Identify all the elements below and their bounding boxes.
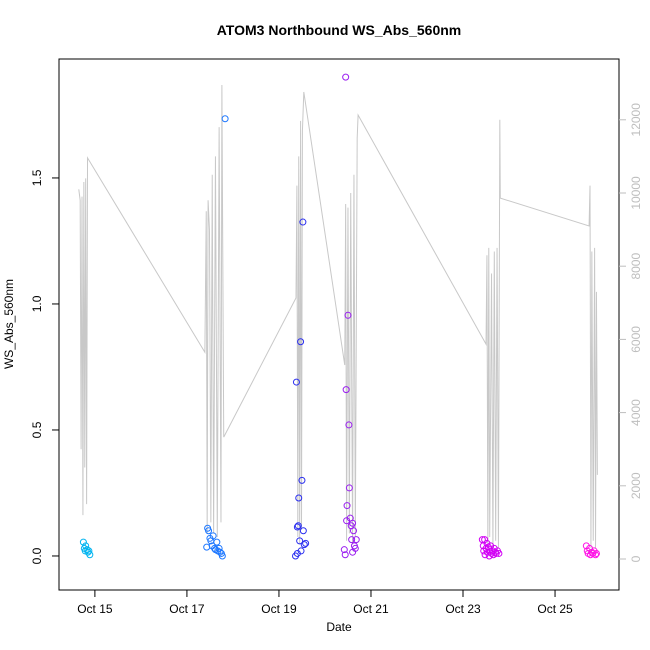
point xyxy=(349,527,357,535)
y-tick-label: 1.5 xyxy=(30,169,44,186)
x-tick-label: Oct 17 xyxy=(169,602,205,616)
y-tick-label: 0.0 xyxy=(30,547,44,564)
x-tick-label: Oct 25 xyxy=(537,602,573,616)
point xyxy=(86,551,94,559)
point xyxy=(352,536,360,544)
point xyxy=(297,338,305,346)
point xyxy=(213,538,221,546)
point xyxy=(495,549,503,557)
point xyxy=(349,519,357,527)
point xyxy=(302,539,310,547)
y2-tick-label: 8000 xyxy=(629,253,643,280)
y-tick-label: 1.0 xyxy=(30,295,44,312)
point xyxy=(341,551,349,559)
point xyxy=(481,536,489,544)
point xyxy=(592,549,600,557)
point xyxy=(292,552,300,560)
point xyxy=(299,218,307,226)
point xyxy=(294,522,302,530)
x-tick-label: Oct 23 xyxy=(445,602,481,616)
chart-title: ATOM3 Northbound WS_Abs_560nm xyxy=(217,22,462,38)
altitude-line xyxy=(78,85,598,549)
point xyxy=(221,115,229,123)
x-tick-label: Oct 15 xyxy=(77,602,113,616)
point xyxy=(205,527,213,535)
y-tick-label: 0.5 xyxy=(30,421,44,438)
point xyxy=(342,73,350,81)
y2-tick-label: 6000 xyxy=(629,326,643,353)
plot-box xyxy=(58,58,620,591)
point xyxy=(349,548,357,556)
point xyxy=(299,527,307,535)
point xyxy=(85,547,93,555)
y2-tick-label: 0 xyxy=(629,555,643,562)
point xyxy=(298,476,306,484)
point xyxy=(345,484,353,492)
point xyxy=(344,311,352,319)
point xyxy=(340,546,348,554)
point xyxy=(343,502,351,510)
point xyxy=(293,523,301,531)
x-axis-title: Date xyxy=(326,620,352,634)
y2-tick-label: 12000 xyxy=(629,103,643,137)
point xyxy=(300,541,308,549)
point xyxy=(82,542,90,550)
y2-tick-label: 10000 xyxy=(629,176,643,210)
x-tick-label: Oct 19 xyxy=(261,602,297,616)
y-axis-title: WS_Abs_560nm xyxy=(2,279,16,369)
point xyxy=(296,537,304,545)
point xyxy=(292,378,300,386)
y2-tick-label: 2000 xyxy=(629,472,643,499)
point xyxy=(342,386,350,394)
point xyxy=(345,421,353,429)
x-tick-label: Oct 21 xyxy=(353,602,389,616)
point xyxy=(209,532,217,540)
point xyxy=(295,494,303,502)
y2-tick-label: 4000 xyxy=(629,399,643,426)
point xyxy=(592,551,600,559)
point xyxy=(216,548,224,556)
point xyxy=(348,536,356,544)
point xyxy=(218,552,226,560)
